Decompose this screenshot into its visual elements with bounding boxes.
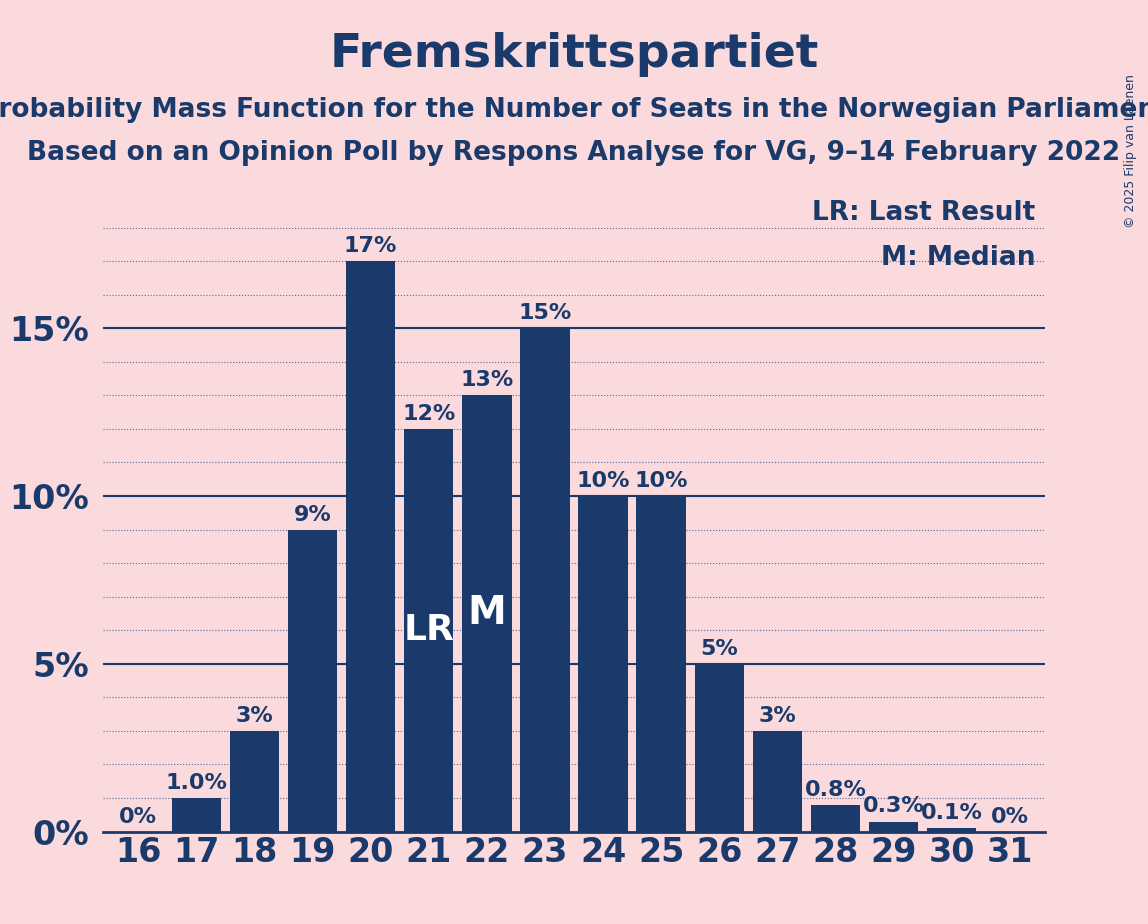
Text: 15%: 15% xyxy=(518,303,572,323)
Bar xyxy=(869,821,918,832)
Text: LR: LR xyxy=(403,614,455,648)
Text: 0%: 0% xyxy=(119,807,157,827)
Text: 5%: 5% xyxy=(700,638,738,659)
Bar xyxy=(928,828,977,832)
Text: 0.8%: 0.8% xyxy=(805,780,867,800)
Text: 0.3%: 0.3% xyxy=(863,796,924,817)
Bar xyxy=(404,429,453,832)
Bar xyxy=(695,663,744,832)
Text: Fremskrittspartiet: Fremskrittspartiet xyxy=(329,32,819,78)
Bar xyxy=(810,805,860,832)
Text: M: M xyxy=(467,594,506,633)
Text: 12%: 12% xyxy=(402,404,456,424)
Bar xyxy=(346,261,395,832)
Text: Probability Mass Function for the Number of Seats in the Norwegian Parliament: Probability Mass Function for the Number… xyxy=(0,97,1148,123)
Text: Based on an Opinion Poll by Respons Analyse for VG, 9–14 February 2022: Based on an Opinion Poll by Respons Anal… xyxy=(28,140,1120,166)
Text: 3%: 3% xyxy=(759,706,797,726)
Text: 10%: 10% xyxy=(635,471,688,491)
Bar xyxy=(636,496,685,832)
Text: LR: Last Result: LR: Last Result xyxy=(812,201,1035,226)
Text: 1.0%: 1.0% xyxy=(165,773,227,793)
Bar xyxy=(579,496,628,832)
Text: 9%: 9% xyxy=(294,505,332,525)
Bar xyxy=(520,328,569,832)
Text: M: Median: M: Median xyxy=(881,245,1035,271)
Text: 0%: 0% xyxy=(991,807,1029,827)
Text: 0.1%: 0.1% xyxy=(921,803,983,823)
Text: 3%: 3% xyxy=(235,706,273,726)
Text: 17%: 17% xyxy=(344,237,397,256)
Bar xyxy=(288,529,338,832)
Bar xyxy=(753,731,802,832)
Text: © 2025 Filip van Laenen: © 2025 Filip van Laenen xyxy=(1124,74,1138,228)
Bar xyxy=(171,798,220,832)
Bar xyxy=(463,395,512,832)
Bar xyxy=(230,731,279,832)
Text: 10%: 10% xyxy=(576,471,630,491)
Text: 13%: 13% xyxy=(460,371,513,390)
